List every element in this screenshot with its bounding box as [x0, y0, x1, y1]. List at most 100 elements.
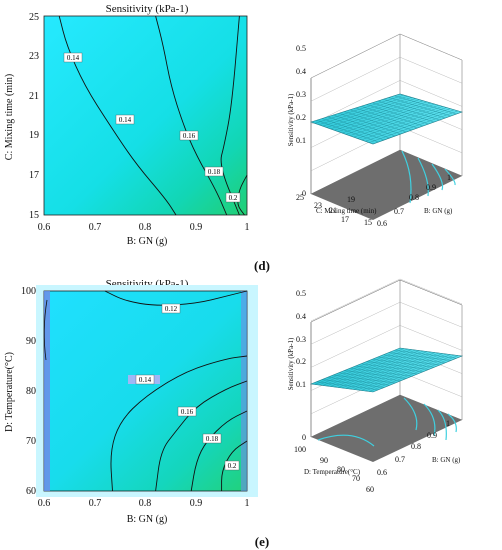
contour-e-ytick-2: 80: [26, 386, 36, 397]
contour-e-level-label-0.18: 0.18: [202, 433, 222, 444]
contour-e-level-label-0.2: 0.2: [224, 460, 240, 471]
surface-e-ytick-100: 100: [294, 445, 306, 454]
contour-d-ytick-0: 15: [29, 210, 39, 221]
surface-e-ztick-0: 0: [302, 433, 306, 442]
surface-d-ztick-1: 0.1: [296, 136, 306, 145]
contour-d-contour-line-0.18: [220, 15, 240, 216]
surface-e-ytick-90: 90: [320, 456, 328, 465]
surface-e-mesh-line: [388, 352, 451, 361]
contour-d-level-label-0.14b: 0.14: [115, 114, 135, 125]
svg-text:0.16: 0.16: [183, 132, 196, 140]
surface-d-ztick-2: 0.2: [296, 113, 306, 122]
surface-e-wall-gridline: [310, 278, 463, 322]
contour-plot-e: Sensitivity (kPa-1) 0.12 0.14 0.16 0.18 …: [4, 278, 258, 525]
svg-text:0.12: 0.12: [165, 305, 178, 313]
surface-e-ytick-80: 80: [337, 465, 345, 474]
panel-label-d: (d): [254, 258, 270, 273]
surface-e-mesh-line: [372, 359, 435, 368]
contour-e-xtick-3: 0.9: [190, 498, 203, 509]
surface-d-xtick-2: 0.8: [409, 193, 419, 202]
surface-d-ytick-25: 25: [296, 193, 304, 202]
contour-d-level-label-0.16: 0.16: [179, 130, 199, 141]
surface-e-mesh-line: [341, 351, 432, 389]
surface-d-mesh-line: [369, 110, 459, 143]
contour-e-level-label-0.16: 0.16: [177, 406, 197, 417]
contour-d-ytick-4: 23: [29, 51, 39, 62]
contour-e-ylabel: D: Temperature(°C): [4, 352, 15, 432]
surface-e-ztick-5: 0.5: [296, 289, 306, 298]
surface-e-xtick-1: 0.7: [395, 455, 405, 464]
surface-e-mesh-line: [345, 352, 435, 389]
contour-d-xtick-3: 0.9: [190, 222, 203, 233]
contour-e-contour-line-0.14: [110, 355, 248, 492]
contour-d-ytick-2: 19: [29, 130, 39, 141]
surface-e-mesh-line: [361, 354, 451, 391]
contour-d-level-label-0.18: 0.18: [204, 166, 224, 177]
contour-e-xtick-2: 0.8: [139, 498, 152, 509]
contour-d-plot-area: [43, 15, 248, 216]
svg-text:0.18: 0.18: [208, 168, 221, 176]
surface-d-ztick-3: 0.3: [296, 90, 306, 99]
surface-e-xtick-0: 0.6: [377, 468, 387, 477]
surface-d-mesh-line: [394, 95, 457, 115]
surface-d-ztick-5: 0.5: [296, 44, 306, 53]
surface-d-mesh-line: [357, 107, 447, 139]
contour-d-contour-line-0.14: [58, 15, 177, 216]
surface-e-xlabel: B: GN (g): [432, 456, 461, 464]
contour-d-xtick-4: 1: [245, 222, 250, 233]
surface-e-mesh-line: [383, 354, 446, 363]
surface-d-mesh-line: [353, 106, 443, 138]
surface-plot-d: 0 0.1 0.2 0.3 0.4 0.5 Sensitivity (kPa-1…: [287, 33, 463, 228]
surface-d-mesh-line: [377, 100, 440, 121]
surface-d-ztick-4: 0.4: [296, 67, 306, 76]
surface-e-mesh-line: [394, 350, 457, 359]
svg-text:0.2: 0.2: [229, 194, 238, 202]
contour-d-ylabel: C: Mixing time (min): [4, 74, 15, 160]
surface-d-mesh-line: [345, 103, 435, 135]
contour-e-ytick-0: 60: [26, 486, 36, 497]
contour-e-xtick-1: 0.7: [89, 498, 102, 509]
contour-plot-d: Sensitivity (kPa-1) 0.14 0.14 0.16 0.18 …: [4, 3, 250, 247]
surface-d-mesh-line: [341, 102, 432, 134]
svg-text:0.14: 0.14: [67, 54, 80, 62]
surface-e-xtick-4: 1: [446, 419, 450, 428]
contour-d-xlabel: B: GN (g): [127, 236, 168, 247]
contour-d-level-label-0.14a: 0.14: [63, 52, 83, 63]
surface-d-mesh-line: [361, 108, 451, 141]
surface-d-ztick-0: 0: [302, 189, 306, 198]
contour-d-ytick-3: 21: [29, 91, 39, 102]
contour-e-right-edge-band: [241, 291, 247, 491]
surface-d-xtick-1: 0.7: [394, 207, 404, 216]
panel-label-e: (e): [255, 534, 269, 549]
surface-d-xlabel: B: GN (g): [424, 207, 453, 215]
surface-e-mesh-line: [377, 356, 440, 366]
svg-text:0.2: 0.2: [228, 462, 237, 470]
surface-d-mesh-line: [365, 109, 455, 142]
surface-e-xtick-2: 0.8: [411, 442, 421, 451]
contour-d-level-label-0.2: 0.2: [225, 192, 241, 203]
contour-e-contour-line-0.2: [221, 440, 248, 491]
contour-e-contour-line-0.16: [155, 380, 248, 492]
surface-d-mesh-line: [388, 97, 451, 117]
surface-d-wall-gridline: [310, 33, 463, 79]
surface-d-zlabel: Sensitivity (kPa-1): [287, 93, 295, 146]
surface-d-ytick-17: 17: [341, 215, 349, 224]
contour-e-plot-area: [43, 290, 248, 492]
surface-e-floor-contours: [317, 397, 457, 447]
surface-e-mesh-line: [353, 353, 443, 390]
surface-d-xtick-3: 0.9: [426, 183, 436, 192]
contour-d-xtick-2: 0.8: [139, 222, 152, 233]
contour-e-contour-line-0.18: [190, 410, 248, 492]
contour-d-ytick-1: 17: [29, 170, 39, 181]
surface-d-ytick-19: 19: [347, 195, 355, 204]
surface-d-mesh-line: [366, 104, 429, 125]
surface-e-ztick-1: 0.1: [296, 380, 306, 389]
surface-d-ylabel: C: Mixing time (min): [316, 207, 377, 215]
surface-e-mesh-line: [366, 361, 429, 370]
surface-e-mesh-line: [349, 352, 439, 390]
surface-d-ytick-23: 23: [314, 201, 322, 210]
surface-d-xtick-4: 1: [447, 173, 451, 182]
surface-e-floor: [311, 395, 462, 462]
surface-d-wall-gridline: [310, 56, 463, 102]
surface-d-floor-contours: [401, 150, 456, 204]
